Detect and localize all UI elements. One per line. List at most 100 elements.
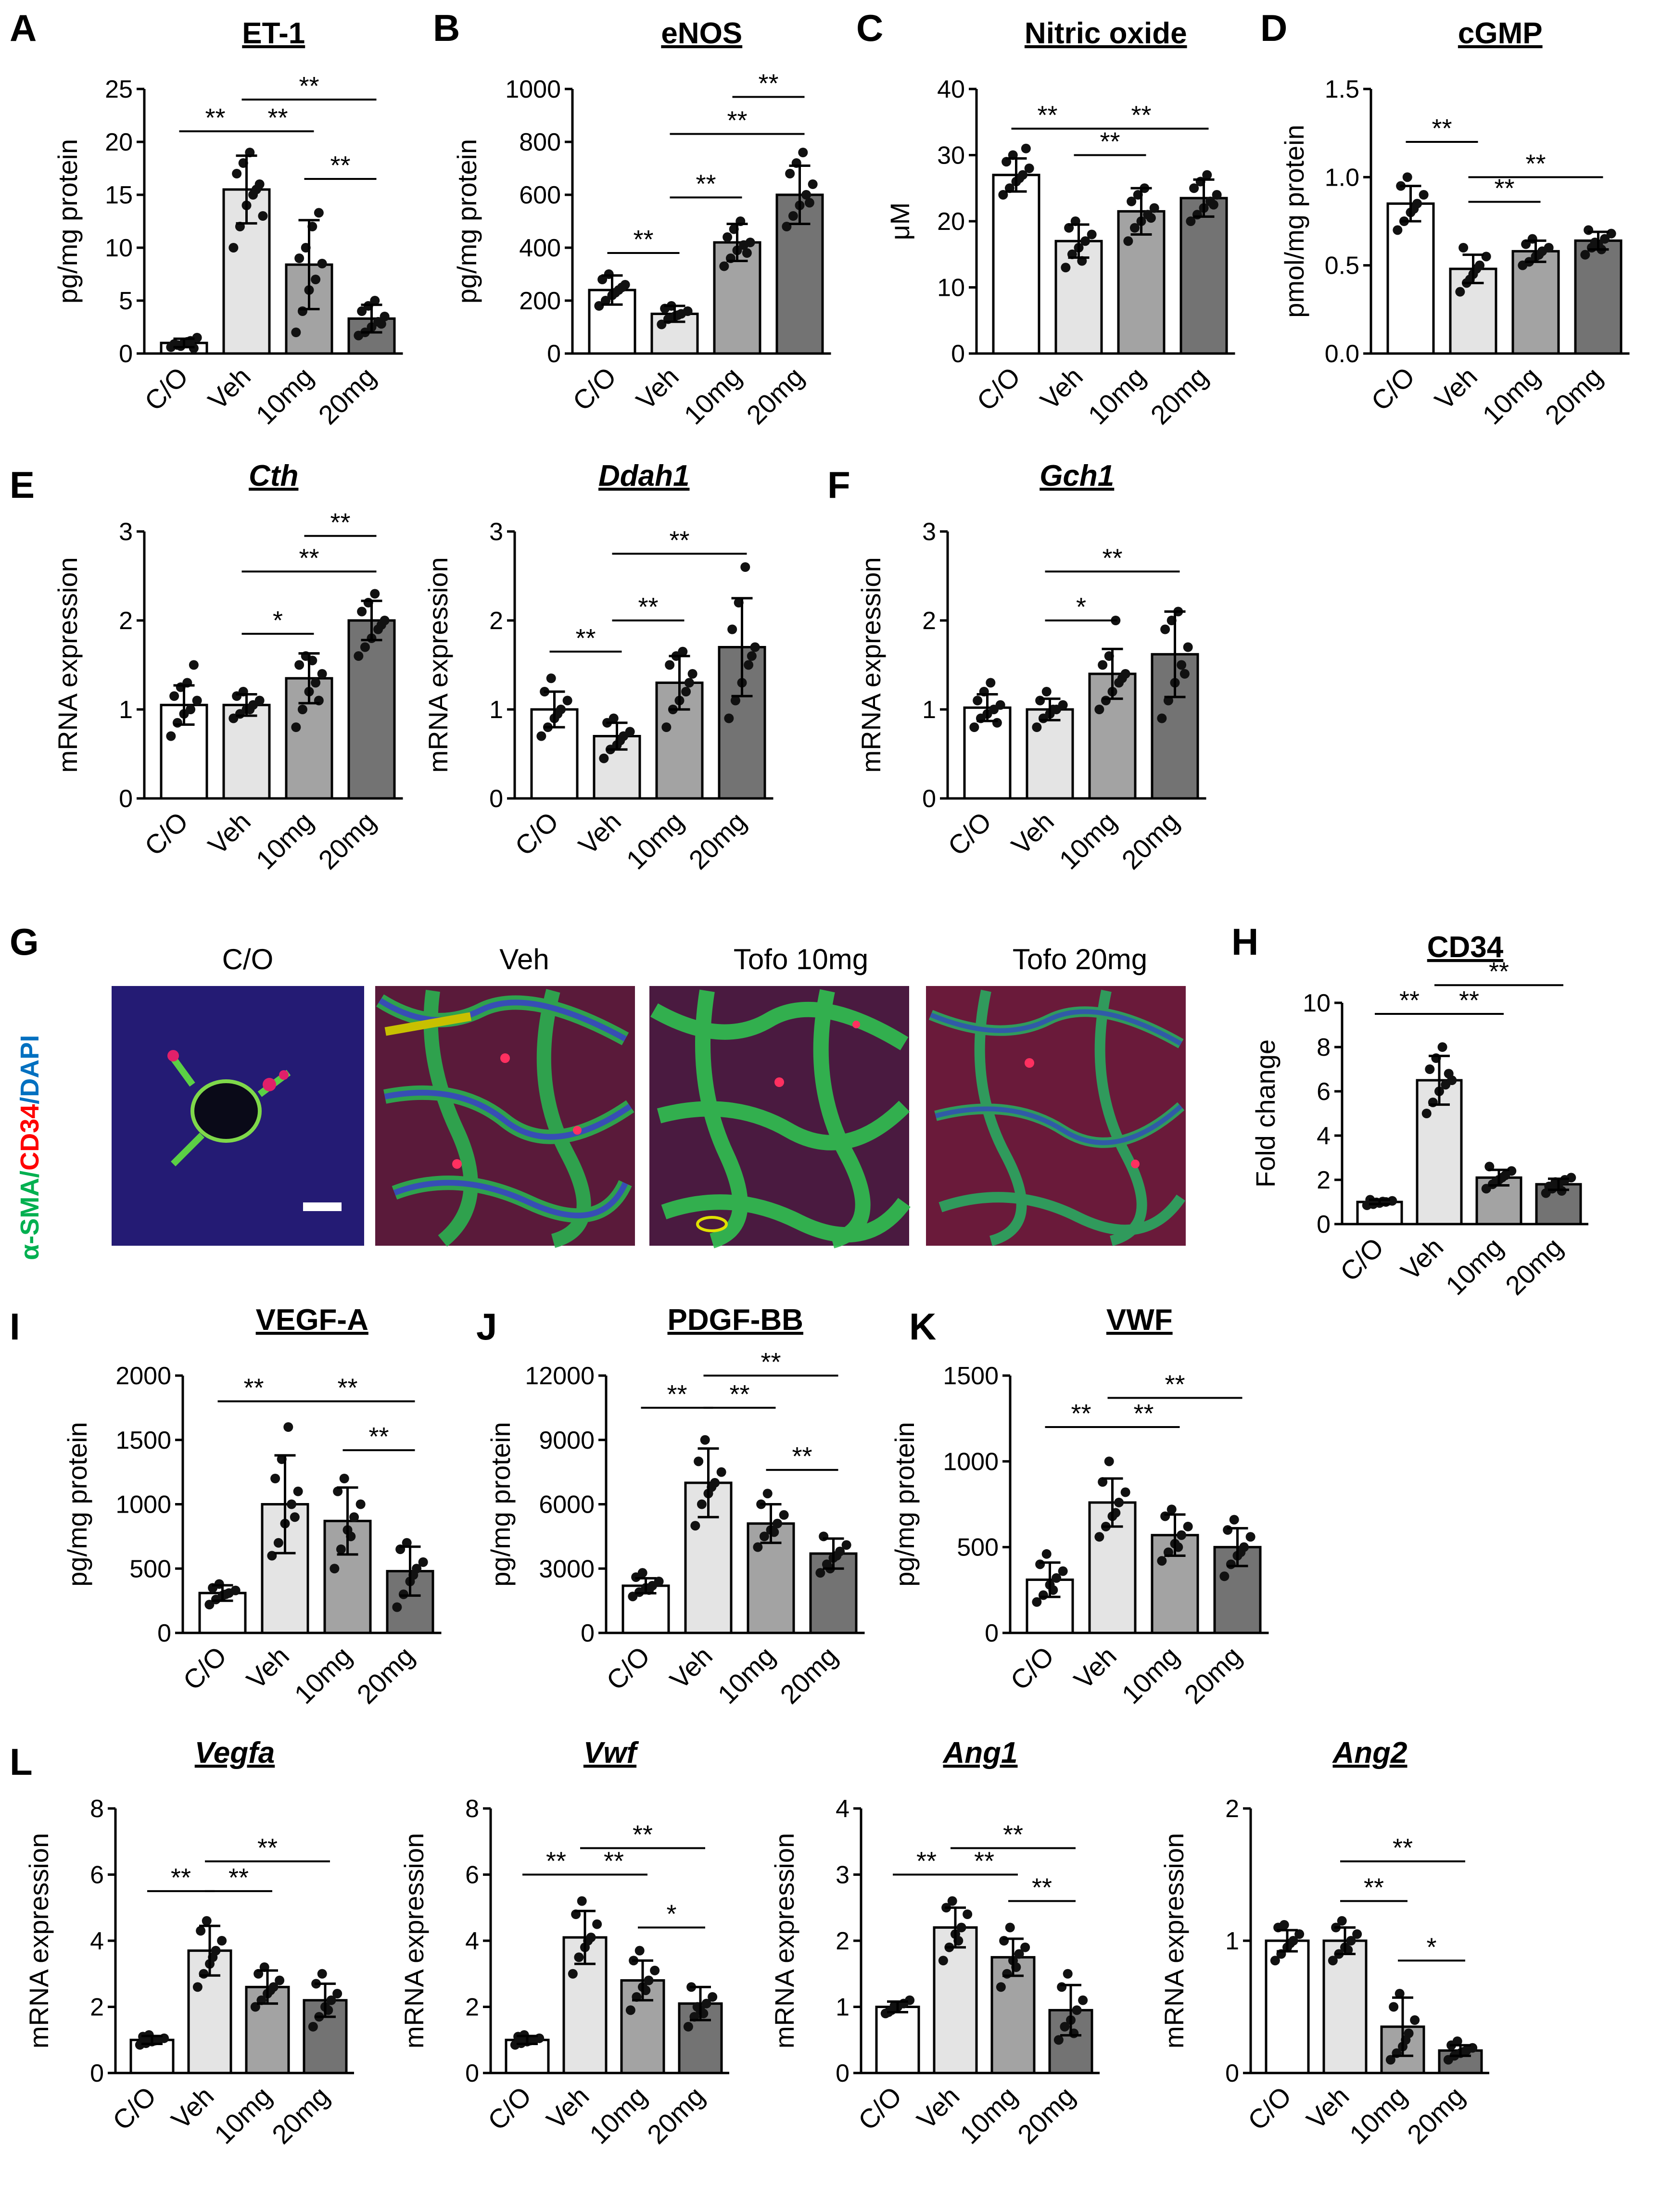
stain-label-cd34: CD34	[15, 1104, 44, 1171]
stain-label-sep2: /	[15, 1097, 44, 1104]
y-tick-label: 2	[119, 607, 133, 635]
y-tick-label: 0.0	[1325, 340, 1359, 368]
significance-marker: **	[1133, 1399, 1154, 1428]
data-point	[1005, 1922, 1015, 1933]
bar-20mg	[347, 619, 396, 800]
y-tick-label: 0	[119, 340, 133, 368]
y-tick-label: 6	[465, 1861, 479, 1889]
chart-title: Nitric oxide	[1025, 17, 1187, 50]
data-point	[1053, 2035, 1064, 2045]
category-label: 10mg	[250, 806, 319, 875]
chart-title: Cth	[249, 459, 298, 493]
data-point	[251, 185, 261, 194]
y-tick-label: 8	[90, 1795, 104, 1823]
data-point	[594, 301, 604, 311]
data-point	[1123, 236, 1133, 246]
data-point	[1189, 183, 1199, 193]
y-tick-label: 9000	[539, 1427, 595, 1454]
panel-label: K	[909, 1305, 936, 1348]
data-point	[332, 1989, 342, 1998]
data-point	[1337, 1916, 1347, 1926]
panel-label: E	[10, 464, 35, 506]
significance-marker: **	[1032, 1873, 1052, 1902]
category-label: Veh	[1005, 806, 1060, 860]
data-point	[727, 624, 737, 634]
y-axis-label: pg/mg protein	[52, 139, 83, 303]
category-label: Veh	[572, 806, 627, 860]
y-tick-label: 0	[157, 1619, 171, 1647]
y-axis-label: mRNA expression	[52, 557, 83, 772]
data-point	[654, 1577, 664, 1586]
significance-marker: **	[761, 1348, 781, 1377]
data-point	[745, 238, 755, 247]
data-point	[294, 253, 304, 263]
data-point	[634, 1946, 645, 1956]
data-point	[1444, 1069, 1454, 1079]
data-point	[330, 1564, 340, 1574]
data-point	[815, 1568, 825, 1578]
data-point	[730, 695, 740, 706]
bar-Veh	[933, 1926, 978, 2074]
data-point	[1179, 669, 1190, 679]
category-label: 10mg	[1116, 1641, 1185, 1710]
data-point	[1094, 1532, 1104, 1542]
data-point	[376, 620, 386, 630]
y-tick-label: 2	[1225, 1795, 1239, 1823]
category-label: 10mg	[288, 1641, 357, 1710]
data-point	[270, 1474, 280, 1483]
data-point	[336, 1544, 346, 1555]
data-point	[311, 275, 321, 284]
category-label: 20mg	[774, 1641, 843, 1710]
stain-label-sep1: /	[15, 1171, 44, 1178]
data-point	[804, 198, 814, 208]
data-point	[661, 722, 672, 732]
data-point	[1157, 1556, 1167, 1566]
data-point	[719, 261, 729, 271]
y-tick-label: 40	[937, 76, 965, 103]
y-tick-label: 0	[922, 785, 936, 813]
y-tick-label: 2000	[115, 1362, 171, 1390]
y-tick-label: 4	[90, 1927, 104, 1955]
data-point	[297, 705, 307, 714]
data-point	[1202, 170, 1212, 180]
chart-title: Vwf	[583, 1736, 639, 1770]
data-point	[349, 1512, 359, 1522]
data-point	[740, 562, 750, 572]
data-point	[536, 731, 546, 741]
data-point	[779, 1510, 789, 1520]
y-tick-label: 6	[90, 1861, 104, 1889]
category-label: 20mg	[1012, 2081, 1081, 2150]
y-tick-label: 1.5	[1325, 76, 1359, 103]
y-axis-label: pg/mg protein	[889, 1422, 920, 1586]
bar-20mg	[1574, 239, 1623, 355]
micrograph-veh	[375, 986, 635, 1248]
data-point	[600, 296, 610, 305]
y-tick-label: 600	[519, 181, 561, 209]
y-axis-label: mRNA expression	[423, 557, 453, 772]
y-tick-label: 5	[119, 287, 133, 315]
category-label: C/O	[971, 361, 1026, 417]
data-point	[1425, 1064, 1435, 1074]
category-label: Veh	[241, 1641, 295, 1695]
category-label: C/O	[139, 361, 194, 417]
category-label: Veh	[630, 361, 685, 416]
data-point	[1177, 1530, 1187, 1540]
significance-marker: **	[299, 72, 319, 101]
significance-marker: **	[1393, 1833, 1413, 1862]
y-axis-label: mRNA expression	[399, 1833, 429, 2048]
data-point	[1208, 200, 1218, 210]
data-point	[186, 705, 196, 714]
bar-C/O	[992, 174, 1040, 355]
data-point	[708, 1992, 718, 2002]
data-point	[1041, 1549, 1052, 1559]
data-point	[1052, 1573, 1062, 1583]
data-point	[1146, 213, 1156, 223]
scale-bar	[303, 1202, 342, 1211]
data-point	[1058, 700, 1068, 710]
data-point	[625, 2005, 635, 2015]
significance-marker: **	[633, 225, 653, 254]
